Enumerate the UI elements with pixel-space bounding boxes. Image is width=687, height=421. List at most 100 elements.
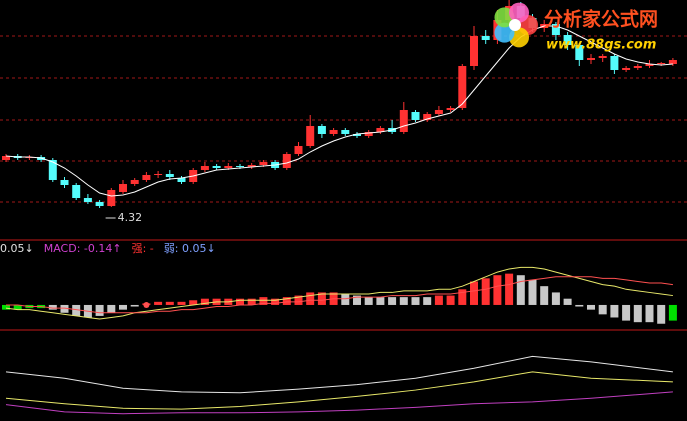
logo-center — [509, 19, 521, 31]
macd-bar — [48, 304, 57, 310]
macd-bar — [317, 292, 326, 305]
candle-body — [458, 66, 467, 108]
indicator-label: 弱: 0.05↓ — [164, 242, 216, 255]
candle-body — [212, 166, 221, 168]
indicator-label: 0.05↓ — [0, 242, 34, 255]
candle-body — [587, 58, 595, 60]
candle-body — [399, 110, 408, 132]
macd-bar — [119, 304, 127, 310]
candle-body — [341, 130, 350, 134]
candle-body — [142, 175, 151, 180]
macd-bar — [259, 297, 268, 305]
dea-line — [6, 276, 673, 314]
cross-marker — [143, 301, 150, 308]
macd-bar — [575, 304, 584, 307]
macd-bar — [399, 297, 408, 305]
macd-bar — [505, 273, 514, 305]
candle-body — [353, 134, 361, 136]
macd-bar — [13, 304, 22, 310]
macd-bar — [353, 295, 361, 305]
indicator-label: 强: - — [132, 242, 154, 255]
candle-body — [563, 35, 572, 45]
candle-body — [95, 202, 104, 206]
macd-bar — [446, 295, 455, 305]
low-label: 4.32 — [118, 211, 143, 224]
candle-body — [107, 190, 116, 206]
macd-bar — [165, 301, 174, 305]
macd-bar — [598, 304, 607, 315]
logo-petal — [509, 2, 530, 23]
macd-bar — [587, 304, 595, 310]
candle-body — [259, 162, 268, 165]
candle-body — [470, 36, 478, 66]
candle-body — [83, 198, 92, 202]
candle-body — [154, 174, 163, 175]
macd-bar — [423, 297, 432, 305]
macd-bar — [236, 298, 244, 305]
macd-bar — [282, 297, 291, 305]
macd-bar — [2, 304, 10, 310]
macd-bar — [341, 294, 350, 305]
logo-name: 分析家公式网 — [544, 8, 658, 31]
macd-bar — [411, 297, 420, 305]
macd-bar — [668, 304, 677, 321]
candle-body — [306, 126, 315, 146]
candle-body — [551, 24, 560, 35]
macd-bar — [306, 292, 315, 305]
macd-bar — [388, 297, 397, 305]
macd-bar — [633, 304, 642, 323]
macd-bar — [622, 304, 631, 321]
macd-bar — [107, 304, 116, 313]
candle-body — [423, 114, 432, 120]
macd-bar — [458, 289, 467, 305]
logo-petal — [494, 22, 515, 43]
candle-body — [72, 185, 81, 198]
macd-bar — [130, 304, 139, 307]
ma-line — [5, 25, 673, 197]
macd-bar — [294, 295, 303, 305]
candle-body — [200, 166, 209, 170]
macd-bar — [95, 304, 104, 316]
macd-bar — [493, 275, 502, 305]
candle-body — [598, 56, 607, 58]
macd-bar — [610, 304, 619, 318]
macd-bar — [271, 298, 280, 305]
candle-body — [575, 45, 584, 60]
candle-body — [364, 132, 373, 136]
macd-bar — [657, 304, 666, 324]
candle-body — [165, 174, 174, 177]
candle-body — [411, 112, 420, 120]
macd-bar — [200, 298, 209, 305]
logo-url: www.88gs.com — [546, 38, 656, 53]
candle-body — [177, 178, 186, 182]
indicator-label: MACD: -0.14↑ — [44, 242, 122, 255]
macd-bar — [154, 301, 163, 305]
candle-body — [622, 68, 631, 70]
candle-body — [657, 63, 666, 64]
logo: 分析家公式网 www.88gs.com — [494, 2, 658, 53]
candle-body — [645, 64, 654, 66]
macd-bar — [189, 300, 198, 305]
macd-bar — [540, 286, 549, 305]
macd-bar — [177, 301, 186, 305]
dif-line — [5, 266, 673, 320]
macd-bar — [551, 292, 560, 305]
macd-bar — [72, 304, 81, 316]
candle-body — [2, 156, 10, 160]
candle-body — [481, 36, 490, 40]
candle-body — [610, 56, 619, 70]
indicator-line — [5, 391, 673, 415]
macd-bar — [516, 275, 525, 305]
candle-body — [224, 166, 233, 168]
macd-bar — [434, 295, 443, 305]
candle-body — [446, 108, 455, 110]
candle-body — [294, 146, 303, 154]
candle-body — [434, 110, 443, 114]
macd-bar — [563, 298, 572, 305]
candle-body — [668, 60, 677, 64]
candle-body — [247, 165, 256, 167]
macd-bar — [376, 297, 385, 305]
macd-bar — [364, 297, 373, 305]
